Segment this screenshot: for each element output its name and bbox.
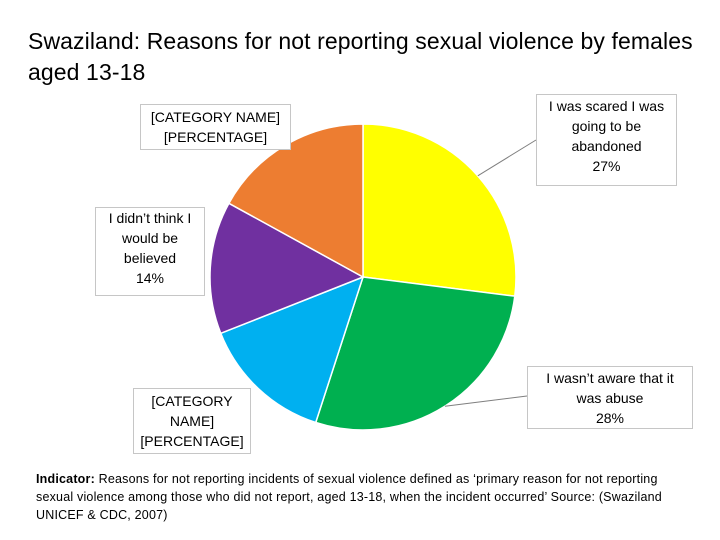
data-label-line: I wasn’t aware that it [546,370,674,386]
data-label-line: [PERCENTAGE] [163,129,268,145]
data-label-line: believed [123,250,177,266]
pie-slice-2 [219,275,365,424]
data-label-0: I was scared I was going to be abandoned 27… [536,94,677,186]
data-label-line: [PERCENTAGE] [140,433,244,449]
footnote: Indicator: Reasons for not reporting inc… [36,470,696,524]
leader-line-0 [477,139,537,177]
pie-slice-0 [362,123,517,298]
data-label-2: [CATEGORY NAME] [PERCENTAGE] [133,388,251,454]
footnote-text: Reasons for not reporting incidents of s… [36,472,662,522]
data-label-line: [CATEGORY NAME] [150,109,281,125]
data-label-1: I wasn’t aware that it was abuse 28% [527,366,693,429]
data-label-line: 27% [592,158,621,174]
pie-slice-3 [209,202,365,335]
data-label-line: going to be [571,118,642,134]
data-label-line: I was scared I was [548,98,665,114]
data-label-line: would be [121,230,179,246]
data-label-line: [CATEGORY [151,393,233,409]
chart-title: Swaziland: Reasons for not reporting sex… [28,28,693,85]
data-label-4: [CATEGORY NAME] [PERCENTAGE] [140,104,291,150]
data-label-line: 28% [595,410,625,426]
pie-slice-1 [314,276,516,431]
data-label-line: I didn’t think I [108,210,192,226]
data-label-3: I didn’t think I would be believed 14% [95,207,205,296]
data-label-line: was abuse [576,390,644,406]
data-label-line: NAME] [169,413,215,429]
footnote-label: Indicator: [36,472,95,486]
leader-line-1 [444,395,528,407]
data-label-line: abandoned [571,138,642,154]
data-label-line: 14% [135,270,165,286]
